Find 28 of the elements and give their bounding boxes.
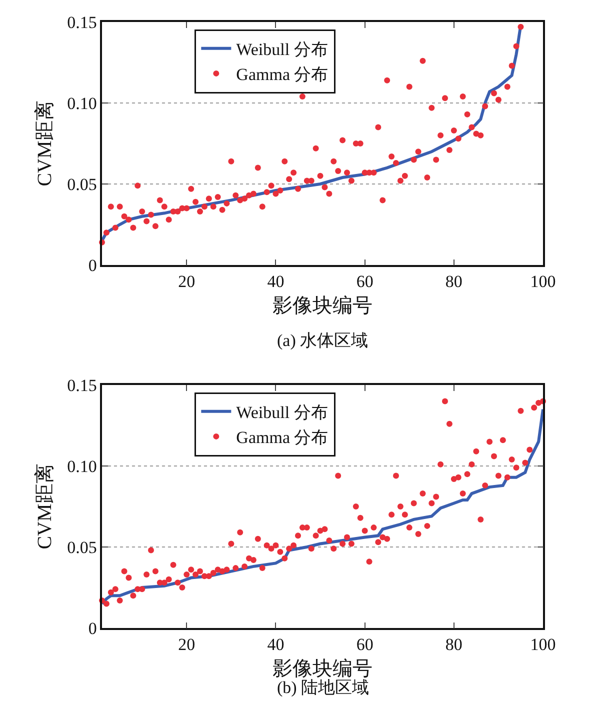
y-tick-label: 0.15 — [67, 12, 97, 32]
x-tick-label: 100 — [530, 272, 556, 292]
x-tick-label: 20 — [178, 272, 196, 292]
y-tick-label: 0.05 — [67, 538, 97, 557]
x-tick-label: 60 — [356, 272, 374, 292]
y-tick-label: 0.10 — [67, 456, 97, 476]
legend-label: Weibull 分布 — [236, 402, 328, 422]
x-tick-label: 40 — [267, 635, 284, 654]
x-axis-title: 影像块编号 — [272, 295, 372, 318]
x-tick-label: 20 — [178, 635, 196, 654]
legend-label: Weibull 分布 — [236, 40, 328, 59]
x-axis-title: 影像块编号 — [272, 658, 372, 680]
y-axis-title: CVM距离 — [34, 100, 56, 186]
x-tick-label: 80 — [445, 272, 462, 292]
x-tick-label: 40 — [267, 272, 284, 292]
y-tick-label: 0.10 — [67, 94, 97, 113]
x-tick-label: 80 — [445, 635, 462, 654]
text: (b) 陆地区域 — [277, 678, 370, 697]
y-tick-label: 0.05 — [67, 174, 97, 194]
text: (a) 水体区域 — [277, 331, 368, 350]
y-tick-label: 0.15 — [67, 376, 97, 395]
x-tick-label: 100 — [530, 635, 556, 654]
y-tick-label: 0 — [88, 618, 97, 638]
legend-label: Gamma 分布 — [236, 428, 328, 448]
y-axis-title: CVM距离 — [34, 464, 56, 550]
x-tick-label: 60 — [356, 635, 374, 654]
y-tick-label: 0 — [88, 256, 97, 275]
legend-label: Gamma 分布 — [236, 65, 328, 84]
